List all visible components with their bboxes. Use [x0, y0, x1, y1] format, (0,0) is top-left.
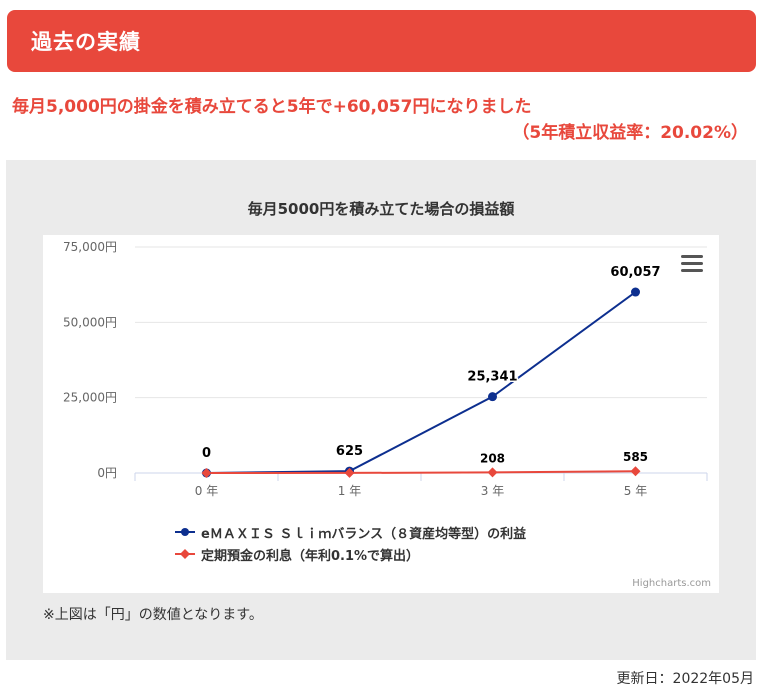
x-tick-label: 5 年: [624, 484, 647, 498]
data-label: 0: [202, 446, 211, 461]
data-point: [630, 466, 641, 477]
section-title: 過去の実績: [31, 30, 141, 54]
series-line-1: [206, 470, 636, 474]
data-label: 585: [623, 450, 648, 464]
data-point: [344, 467, 355, 478]
y-tick-label: 50,000円: [63, 315, 117, 329]
legend-label-deposit: 定期預金の利息（年利0.1%で算出）: [201, 548, 420, 564]
summary-text: 毎月5,000円の掛金を積み立てると5年で+60,057円になりました: [12, 97, 532, 117]
legend-circle-icon: [175, 528, 195, 536]
data-label: 625: [336, 444, 363, 459]
data-label: 60,057: [610, 265, 660, 280]
legend-diamond-icon: [175, 549, 195, 559]
summary-return-rate: （5年積立収益率：20.02%）: [512, 123, 748, 143]
updated-date: 更新日：2022年05月: [616, 671, 754, 687]
data-point: [201, 468, 212, 478]
data-point: [487, 467, 498, 478]
hamburger-menu-icon[interactable]: [681, 255, 703, 273]
chart-title: 毎月5000円を積み立てた場合の損益額: [247, 200, 515, 218]
chart-container: 0円 25,000円 50,000円 75,000円 0 年 1 年 3 年 5 年 0 625 2…: [43, 235, 719, 593]
chart-panel: 毎月5000円を積み立てた場合の損益額 0円 25,000円 50,000円 75,0…: [6, 160, 756, 660]
legend-item-deposit[interactable]: 定期預金の利息（年利0.1%で算出）: [175, 543, 526, 565]
legend-label-emaxis: eＭＡＸＩＳ Ｓｌｉｍバランス（８資産均等型）の利益: [201, 526, 527, 542]
legend-item-emaxis[interactable]: eＭＡＸＩＳ Ｓｌｉｍバランス（８資産均等型）の利益: [175, 521, 526, 543]
chart-note: ※上図は「円」の数値となります。: [43, 607, 263, 623]
series-line-0: [206, 291, 637, 474]
y-tick-label: 25,000円: [63, 391, 117, 405]
y-tick-label: 75,000円: [63, 240, 117, 254]
highcharts-credit[interactable]: Highcharts.com: [632, 578, 711, 589]
chart-legend: eＭＡＸＩＳ Ｓｌｉｍバランス（８資産均等型）の利益 定期預金の利息（年利0.1…: [175, 521, 526, 565]
x-tick-label: 0 年: [195, 484, 218, 498]
data-point: [631, 287, 640, 297]
x-tick-label: 3 年: [481, 484, 504, 498]
y-tick-label: 0円: [97, 466, 117, 480]
section-header: 過去の実績: [7, 10, 756, 72]
data-point: [488, 392, 497, 402]
x-tick-label: 1 年: [338, 484, 361, 498]
line-chart: 0円 25,000円 50,000円 75,000円 0 年 1 年 3 年 5 年 0 625 2…: [63, 240, 708, 498]
data-label: 25,341: [467, 370, 517, 385]
data-label: 208: [480, 451, 505, 465]
